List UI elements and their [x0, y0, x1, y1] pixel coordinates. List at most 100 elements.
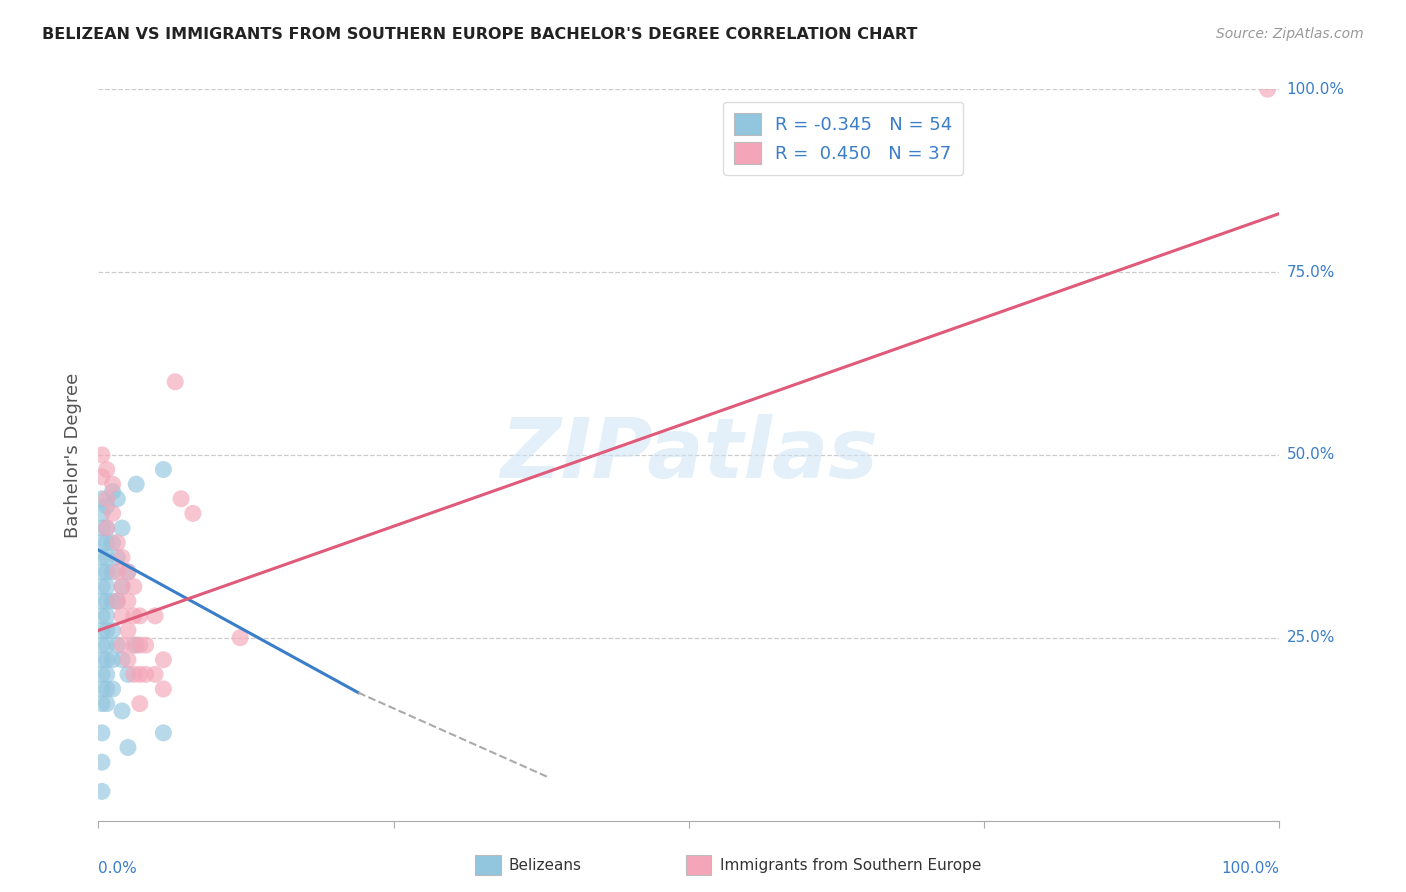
Point [101, 624, 124, 638]
Point [152, 726, 174, 740]
Point [135, 667, 157, 681]
Point [101, 681, 124, 696]
Point [125, 638, 148, 652]
Point [111, 653, 134, 667]
Text: Belizeans: Belizeans [509, 858, 582, 872]
Point [143, 667, 166, 681]
Point [101, 565, 124, 579]
Point [96, 550, 118, 565]
Point [111, 608, 134, 623]
Point [105, 594, 128, 608]
Point [152, 653, 174, 667]
Point [96, 499, 118, 513]
Point [128, 638, 150, 652]
Point [96, 535, 118, 549]
Point [117, 565, 139, 579]
Point [117, 740, 139, 755]
Point [111, 521, 134, 535]
Point [122, 638, 145, 652]
Point [91, 550, 114, 565]
Point [91, 624, 114, 638]
Point [101, 477, 124, 491]
Point [91, 507, 114, 521]
Point [117, 667, 139, 681]
Point [91, 638, 114, 652]
Point [91, 491, 114, 506]
Point [117, 624, 139, 638]
Point [165, 375, 187, 389]
Point [91, 755, 114, 769]
Point [96, 521, 118, 535]
Point [152, 681, 174, 696]
Point [96, 580, 118, 594]
Point [96, 521, 118, 535]
Point [105, 535, 128, 549]
Text: Source: ZipAtlas.com: Source: ZipAtlas.com [1216, 27, 1364, 41]
Point [111, 638, 134, 652]
Point [143, 608, 166, 623]
Point [96, 491, 118, 506]
Point [91, 784, 114, 798]
Point [91, 667, 114, 681]
Point [91, 594, 114, 608]
Text: ZIPatlas: ZIPatlas [501, 415, 877, 495]
Point [111, 580, 134, 594]
Point [96, 608, 118, 623]
Point [105, 594, 128, 608]
Point [105, 550, 128, 565]
Point [96, 594, 118, 608]
Point [122, 608, 145, 623]
Y-axis label: Bachelor's Degree: Bachelor's Degree [65, 372, 83, 538]
Point [91, 565, 114, 579]
Point [96, 565, 118, 579]
Point [122, 667, 145, 681]
Point [125, 477, 148, 491]
Point [91, 521, 114, 535]
Point [128, 667, 150, 681]
Point [105, 565, 128, 579]
Point [101, 507, 124, 521]
Point [152, 462, 174, 476]
Point [91, 697, 114, 711]
Point [96, 653, 118, 667]
Point [91, 470, 114, 484]
Point [128, 697, 150, 711]
Point [135, 638, 157, 652]
Text: BELIZEAN VS IMMIGRANTS FROM SOUTHERN EUROPE BACHELOR'S DEGREE CORRELATION CHART: BELIZEAN VS IMMIGRANTS FROM SOUTHERN EUR… [42, 27, 918, 42]
Point [105, 491, 128, 506]
Text: 50.0%: 50.0% [1286, 448, 1334, 462]
Point [96, 667, 118, 681]
Point [229, 631, 252, 645]
Point [101, 535, 124, 549]
Point [91, 448, 114, 462]
Point [105, 638, 128, 652]
Legend: R = -0.345   N = 54, R =  0.450   N = 37: R = -0.345 N = 54, R = 0.450 N = 37 [723, 102, 963, 175]
Point [181, 507, 204, 521]
Point [96, 638, 118, 652]
Point [91, 580, 114, 594]
Text: 100.0%: 100.0% [1222, 861, 1279, 876]
Point [111, 580, 134, 594]
Point [91, 681, 114, 696]
Text: 25.0%: 25.0% [1286, 631, 1334, 645]
Point [122, 580, 145, 594]
Point [111, 550, 134, 565]
Point [128, 608, 150, 623]
Point [170, 491, 193, 506]
Point [91, 726, 114, 740]
Text: 100.0%: 100.0% [1286, 82, 1344, 96]
Point [117, 653, 139, 667]
Point [91, 608, 114, 623]
Point [96, 462, 118, 476]
Point [117, 565, 139, 579]
Point [96, 697, 118, 711]
Text: 0.0%: 0.0% [98, 861, 138, 876]
Point [111, 704, 134, 718]
Point [91, 535, 114, 549]
Point [96, 681, 118, 696]
Text: Immigrants from Southern Europe: Immigrants from Southern Europe [720, 858, 981, 872]
Point [117, 594, 139, 608]
Point [1257, 82, 1279, 96]
Point [96, 624, 118, 638]
Point [91, 653, 114, 667]
